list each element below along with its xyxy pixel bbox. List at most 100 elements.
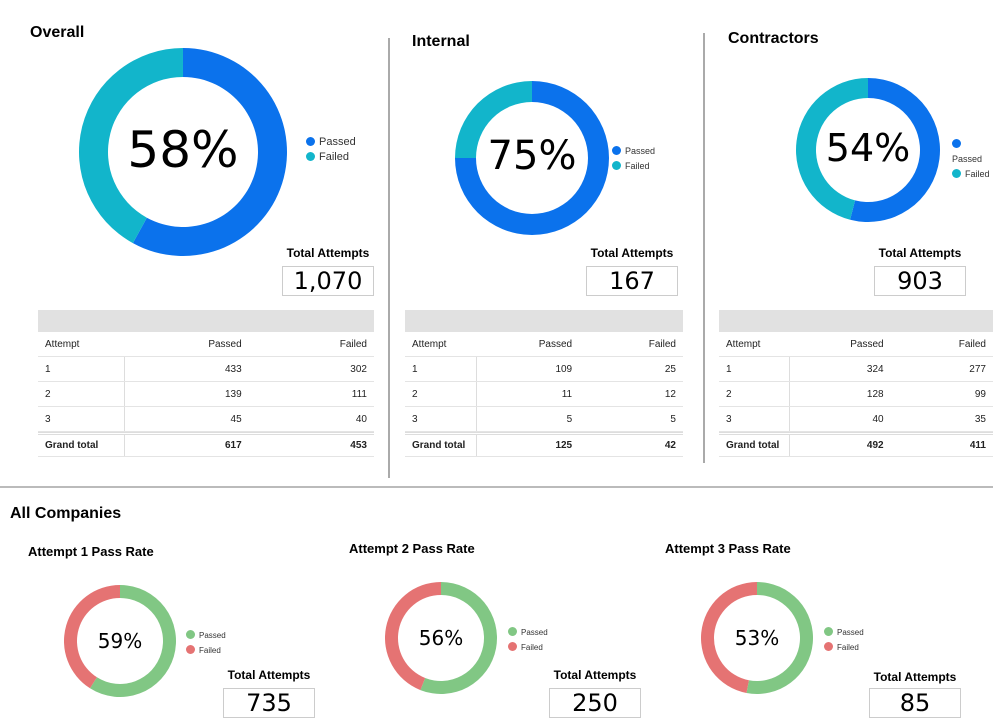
grand-total-passed: 617 bbox=[125, 440, 250, 451]
passed-slice[interactable] bbox=[850, 78, 940, 222]
failed-slice[interactable] bbox=[63, 585, 120, 689]
total-attempts-value: 903 bbox=[874, 266, 966, 296]
passed-cell: 109 bbox=[477, 363, 581, 375]
donut-chart: 58% bbox=[78, 48, 287, 256]
total-attempts-label: Total Attempts bbox=[873, 670, 957, 684]
failed-slice[interactable] bbox=[455, 81, 532, 158]
table-header-row: Attempt Passed Failed bbox=[719, 332, 993, 357]
grand-total-row: Grand total 617 453 bbox=[38, 432, 374, 457]
legend-failed[interactable]: Failed bbox=[952, 167, 993, 182]
header-passed[interactable]: Passed bbox=[125, 338, 250, 350]
legend-failed[interactable]: Failed bbox=[612, 159, 655, 174]
legend-failed[interactable]: Failed bbox=[306, 150, 356, 165]
failed-cell: 5 bbox=[670, 413, 676, 425]
grand-total-label: Grand total bbox=[38, 435, 126, 456]
donut-chart: 59% bbox=[63, 585, 176, 697]
passed-cell: 40 bbox=[790, 413, 892, 425]
table-header-row: Attempt Passed Failed bbox=[405, 332, 683, 357]
failed-cell: 25 bbox=[664, 363, 676, 375]
attempt-cell: 1 bbox=[719, 357, 791, 381]
total-attempts-label: Total Attempts bbox=[590, 246, 674, 260]
legend-failed[interactable]: Failed bbox=[186, 643, 226, 658]
header-passed[interactable]: Passed bbox=[477, 338, 581, 350]
passed-slice[interactable] bbox=[420, 582, 497, 694]
passed-slice[interactable] bbox=[132, 48, 287, 256]
section-title: Contractors bbox=[728, 30, 819, 47]
failed-cell: 111 bbox=[351, 388, 367, 400]
passed-cell: 128 bbox=[790, 388, 892, 400]
legend: Passed Failed bbox=[824, 625, 864, 655]
failed-dot-icon bbox=[186, 645, 195, 654]
attempt-title: Attempt 1 Pass Rate bbox=[28, 544, 154, 559]
failed-cell: 40 bbox=[355, 413, 367, 425]
table-header-row: Attempt Passed Failed bbox=[38, 332, 374, 357]
attempt-cell: 3 bbox=[405, 407, 478, 431]
legend: Passed Failed bbox=[952, 137, 993, 182]
passed-cell: 45 bbox=[125, 413, 250, 425]
total-attempts-value: 85 bbox=[869, 688, 961, 718]
total-attempts-value: 250 bbox=[549, 688, 641, 718]
grand-total-row: Grand total 125 42 bbox=[405, 432, 683, 457]
legend-failed[interactable]: Failed bbox=[824, 640, 864, 655]
grand-total-passed: 492 bbox=[790, 440, 892, 451]
grand-total-label: Grand total bbox=[405, 435, 478, 456]
total-attempts-label: Total Attempts bbox=[227, 668, 311, 682]
legend-passed[interactable]: Passed bbox=[306, 135, 356, 150]
legend-failed[interactable]: Failed bbox=[508, 640, 548, 655]
failed-slice[interactable] bbox=[385, 582, 441, 691]
header-failed[interactable]: Failed bbox=[958, 338, 986, 350]
legend-passed[interactable]: Passed bbox=[508, 625, 548, 640]
passed-dot-icon bbox=[508, 627, 517, 636]
failed-cell: 35 bbox=[974, 413, 986, 425]
passed-dot-icon bbox=[186, 630, 195, 639]
header-failed[interactable]: Failed bbox=[648, 338, 676, 350]
header-failed[interactable]: Failed bbox=[339, 338, 367, 350]
attempt-cell: 3 bbox=[719, 407, 791, 431]
table-row: 2 128 99 bbox=[719, 382, 993, 407]
passed-slice[interactable] bbox=[89, 585, 176, 697]
table-row: 3 45 40 bbox=[38, 407, 374, 432]
legend-passed[interactable]: Passed bbox=[824, 625, 864, 640]
failed-slice[interactable] bbox=[796, 78, 868, 220]
donut-chart: 53% bbox=[700, 582, 813, 694]
passed-cell: 324 bbox=[790, 363, 892, 375]
legend-passed[interactable]: Passed bbox=[612, 144, 655, 159]
grand-total-failed: 42 bbox=[664, 440, 676, 451]
legend-passed[interactable]: Passed bbox=[952, 137, 993, 167]
failed-cell: 99 bbox=[974, 388, 986, 400]
grand-total-row: Grand total 492 411 bbox=[719, 432, 993, 457]
passed-slice[interactable] bbox=[746, 582, 813, 694]
table-row: 3 40 35 bbox=[719, 407, 993, 432]
table-row: 1 433 302 bbox=[38, 357, 374, 382]
pass-percent: 75% bbox=[487, 133, 577, 180]
grand-total-label: Grand total bbox=[719, 435, 791, 456]
header-attempt[interactable]: Attempt bbox=[412, 338, 447, 350]
total-attempts-label: Total Attempts bbox=[553, 668, 637, 682]
failed-slice[interactable] bbox=[78, 48, 183, 244]
grand-total-passed: 125 bbox=[477, 440, 581, 451]
legend-passed[interactable]: Passed bbox=[186, 628, 226, 643]
attempt-title: Attempt 3 Pass Rate bbox=[665, 541, 791, 556]
failed-slice[interactable] bbox=[700, 582, 757, 694]
passed-dot-icon bbox=[824, 627, 833, 636]
table-header-bar bbox=[38, 310, 374, 332]
section-title: Internal bbox=[412, 33, 470, 50]
header-attempt[interactable]: Attempt bbox=[45, 338, 80, 350]
header-attempt[interactable]: Attempt bbox=[726, 338, 761, 350]
pass-percent: 56% bbox=[418, 625, 464, 650]
table-header-bar bbox=[405, 310, 683, 332]
divider bbox=[388, 38, 390, 478]
header-passed[interactable]: Passed bbox=[790, 338, 892, 350]
legend: Passed Failed bbox=[306, 135, 356, 165]
all-companies-title: All Companies bbox=[10, 505, 122, 522]
table-row: 2 11 12 bbox=[405, 382, 683, 407]
table-row: 1 109 25 bbox=[405, 357, 683, 382]
passed-cell: 5 bbox=[477, 413, 581, 425]
failed-dot-icon bbox=[612, 161, 621, 170]
legend: Passed Failed bbox=[186, 628, 226, 658]
attempt-cell: 1 bbox=[405, 357, 478, 381]
attempt-cell: 2 bbox=[38, 382, 126, 406]
pass-percent: 59% bbox=[97, 628, 143, 653]
results-table: Attempt Passed Failed 1 433 302 2 139 111 3 45 40 Gr… bbox=[38, 310, 374, 457]
